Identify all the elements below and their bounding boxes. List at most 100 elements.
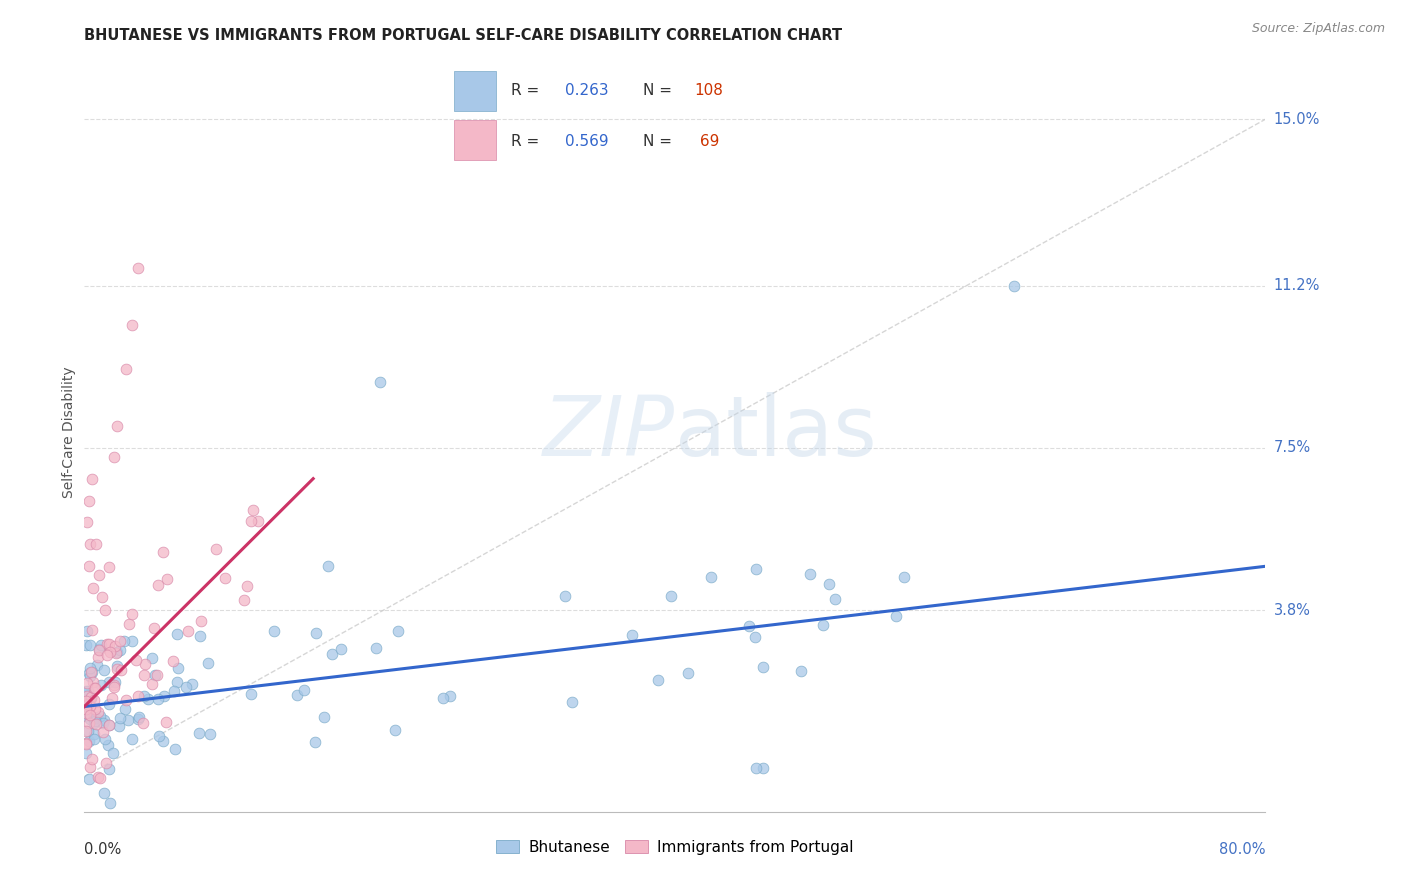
- Point: [76, 624, 98, 639]
- Point: [134, 668, 156, 682]
- Point: [89, 641, 111, 656]
- Point: [112, 633, 135, 648]
- Point: [103, 680, 125, 694]
- Text: 11.2%: 11.2%: [1274, 278, 1320, 293]
- Y-axis label: Self-Care Disability: Self-Care Disability: [62, 367, 76, 499]
- Point: [75, 638, 97, 652]
- Point: [76, 697, 98, 711]
- Point: [287, 689, 309, 703]
- Point: [75, 706, 97, 720]
- Point: [104, 639, 127, 653]
- Legend: Bhutanese, Immigrants from Portugal: Bhutanese, Immigrants from Portugal: [489, 834, 860, 861]
- Point: [79, 669, 101, 683]
- Point: [146, 668, 169, 682]
- Point: [242, 503, 264, 517]
- Point: [91, 725, 114, 739]
- Point: [105, 646, 128, 660]
- Point: [76, 724, 98, 739]
- Point: [368, 375, 391, 389]
- Point: [90, 638, 112, 652]
- Point: [799, 567, 821, 582]
- Text: Source: ZipAtlas.com: Source: ZipAtlas.com: [1251, 22, 1385, 36]
- Point: [292, 682, 315, 697]
- Point: [82, 675, 104, 690]
- Point: [108, 719, 131, 733]
- Point: [554, 590, 576, 604]
- Point: [214, 571, 236, 585]
- Point: [93, 714, 115, 728]
- Point: [177, 624, 200, 639]
- Point: [75, 723, 97, 738]
- Point: [143, 621, 166, 635]
- Point: [240, 514, 263, 528]
- Point: [188, 726, 211, 740]
- Point: [105, 419, 128, 434]
- Point: [101, 690, 124, 705]
- Point: [75, 698, 97, 713]
- Point: [163, 684, 186, 698]
- Point: [79, 708, 101, 723]
- Point: [77, 559, 100, 574]
- Point: [83, 715, 105, 730]
- Point: [314, 710, 336, 724]
- Point: [745, 761, 768, 775]
- Point: [167, 661, 190, 675]
- Point: [152, 545, 174, 559]
- Point: [75, 694, 97, 708]
- Point: [181, 677, 204, 691]
- Point: [166, 674, 188, 689]
- Point: [93, 663, 115, 677]
- Point: [121, 318, 143, 333]
- Point: [114, 362, 136, 376]
- Point: [83, 732, 105, 747]
- Text: ZIP: ZIP: [543, 392, 675, 473]
- Point: [818, 577, 841, 591]
- Point: [197, 657, 219, 671]
- Point: [94, 756, 117, 770]
- Text: 15.0%: 15.0%: [1274, 112, 1320, 127]
- Point: [83, 681, 105, 695]
- Point: [121, 633, 143, 648]
- Point: [86, 711, 108, 725]
- Point: [76, 516, 98, 530]
- Point: [148, 578, 170, 592]
- Point: [110, 633, 132, 648]
- Point: [84, 716, 107, 731]
- Point: [97, 718, 120, 732]
- Point: [127, 690, 149, 704]
- Point: [103, 678, 125, 692]
- Point: [246, 514, 269, 528]
- Point: [82, 581, 104, 595]
- Point: [204, 542, 226, 557]
- Point: [86, 658, 108, 673]
- Point: [134, 657, 156, 671]
- Point: [886, 608, 908, 623]
- Point: [105, 645, 128, 659]
- Point: [82, 623, 104, 637]
- Point: [387, 624, 409, 638]
- Point: [432, 690, 454, 705]
- Point: [128, 710, 150, 724]
- Point: [114, 693, 136, 707]
- Point: [77, 493, 100, 508]
- Point: [76, 676, 98, 690]
- Text: BHUTANESE VS IMMIGRANTS FROM PORTUGAL SELF-CARE DISABILITY CORRELATION CHART: BHUTANESE VS IMMIGRANTS FROM PORTUGAL SE…: [84, 28, 842, 43]
- Point: [384, 723, 406, 737]
- Point: [321, 647, 343, 661]
- Point: [752, 761, 775, 775]
- Point: [330, 642, 353, 657]
- Point: [90, 678, 112, 692]
- Point: [79, 660, 101, 674]
- Point: [132, 716, 155, 731]
- Point: [118, 617, 141, 632]
- Point: [127, 712, 149, 726]
- Point: [678, 665, 700, 680]
- Point: [87, 650, 110, 665]
- Point: [305, 626, 328, 640]
- Point: [364, 640, 387, 655]
- Point: [232, 592, 254, 607]
- Point: [75, 688, 97, 702]
- Point: [190, 614, 212, 628]
- Point: [198, 727, 221, 741]
- Point: [105, 662, 128, 676]
